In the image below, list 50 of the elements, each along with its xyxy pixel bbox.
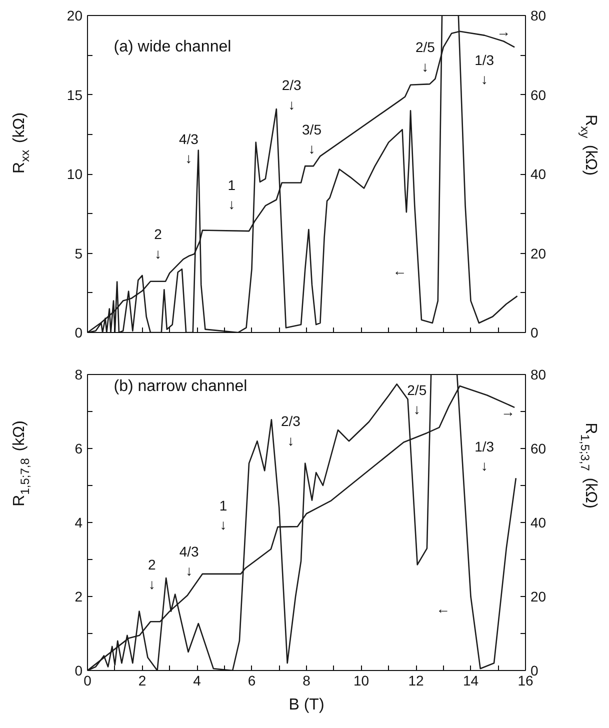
annotation: 1/3 ↓ (474, 52, 494, 87)
y2-tick-label: 0 (530, 324, 538, 340)
annotation: 2 ↓ (148, 556, 156, 592)
y2-axis-title: Rxy (kΩ) (578, 114, 599, 176)
x-tick-label: 8 (302, 672, 311, 688)
y2-tick-label: 80 (530, 8, 546, 24)
annotation: ← (436, 600, 450, 616)
y-tick-label: 2 (74, 588, 83, 604)
y2-axis-title: R1,5;3,7 (kΩ) (578, 422, 599, 508)
annotation: 2/3 ↓ (281, 413, 301, 448)
x-axis-title: B (T) (288, 696, 324, 714)
y2-tick-label: 20 (530, 588, 546, 604)
x-tick-label: 2 (138, 672, 146, 688)
annotation: 2 ↓ (154, 226, 162, 262)
annotation: 2/5 ↓ (407, 382, 427, 418)
annotation: (a) wide channel (114, 38, 232, 56)
y2-tick-label: 40 (530, 514, 546, 530)
y-tick-label: 20 (66, 8, 83, 24)
y2-tick-label: 80 (530, 366, 546, 382)
annotation: 4/3 ↓ (178, 131, 199, 166)
x-tick-label: 4 (193, 672, 202, 688)
annotation: 4/3 ↓ (179, 543, 200, 579)
y2-tick-label: 20 (530, 245, 546, 262)
x-tick-label: 10 (353, 672, 370, 688)
y2-tick-label: 40 (530, 166, 546, 182)
annotation: 1/3 ↓ (474, 438, 494, 474)
annotation: → (500, 404, 515, 420)
y-axis-title: Rxx (kΩ) (11, 112, 32, 174)
y-tick-label: 8 (74, 366, 83, 382)
annotation: 2/5 ↓ (415, 39, 436, 74)
y-tick-label: 4 (74, 514, 83, 530)
y-tick-label: 5 (74, 245, 83, 262)
y2-tick-label: 60 (530, 86, 546, 103)
x-tick-label: 6 (248, 672, 256, 688)
y-tick-label: 0 (74, 662, 83, 678)
y-tick-label: 15 (66, 86, 83, 103)
y2-tick-label: 60 (530, 440, 546, 456)
x-tick-label: 14 (462, 672, 479, 688)
y-axis-title: R1,5;7,8 (kΩ) (11, 420, 32, 506)
annotation: 1 ↓ (228, 177, 236, 212)
annotation: ← (392, 262, 407, 279)
annotation: 3/5 ↓ (302, 122, 322, 157)
annotation: (b) narrow channel (114, 378, 248, 395)
y-tick-label: 0 (74, 324, 83, 340)
annotation: → (496, 23, 511, 40)
y-tick-label: 10 (66, 166, 83, 182)
y-tick-label: 6 (74, 440, 83, 456)
x-tick-label: 12 (408, 672, 424, 688)
annotation: 1 ↓ (219, 498, 228, 533)
annotation: 2/3 ↓ (282, 77, 302, 112)
